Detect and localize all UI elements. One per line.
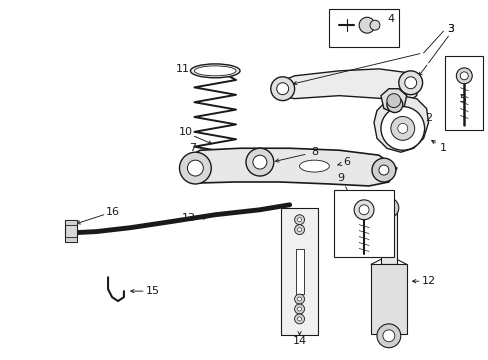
- Circle shape: [404, 77, 416, 89]
- Polygon shape: [380, 89, 406, 113]
- Text: 3: 3: [446, 24, 453, 34]
- Text: 14: 14: [292, 336, 306, 346]
- Bar: [295, 249, 303, 294]
- Polygon shape: [277, 69, 418, 103]
- Polygon shape: [185, 148, 396, 186]
- Text: 3: 3: [446, 24, 453, 34]
- Circle shape: [380, 107, 424, 150]
- Circle shape: [179, 152, 211, 184]
- Circle shape: [358, 17, 374, 33]
- Bar: [65, 220, 77, 225]
- Circle shape: [398, 71, 422, 95]
- Text: 9: 9: [337, 173, 344, 183]
- Bar: [328, 9, 398, 47]
- Text: 13: 13: [181, 213, 195, 223]
- Circle shape: [459, 72, 468, 80]
- Text: 16: 16: [106, 207, 120, 217]
- Bar: [65, 237, 77, 242]
- Circle shape: [294, 304, 304, 314]
- Circle shape: [294, 314, 304, 324]
- Circle shape: [371, 158, 395, 182]
- Text: 11: 11: [175, 64, 189, 74]
- Text: 12: 12: [421, 276, 435, 286]
- Ellipse shape: [299, 160, 328, 172]
- Circle shape: [252, 155, 266, 169]
- Text: 6: 6: [343, 157, 350, 167]
- Circle shape: [378, 165, 388, 175]
- Bar: [370, 264, 406, 334]
- Text: 15: 15: [145, 286, 160, 296]
- Text: 2: 2: [424, 113, 431, 123]
- Circle shape: [297, 218, 301, 222]
- Bar: [334, 190, 393, 257]
- Circle shape: [297, 297, 301, 301]
- Bar: [280, 208, 318, 335]
- Circle shape: [382, 330, 394, 342]
- Bar: [445, 56, 482, 130]
- Ellipse shape: [190, 64, 240, 78]
- Circle shape: [276, 83, 288, 95]
- Circle shape: [397, 123, 407, 133]
- Circle shape: [297, 317, 301, 321]
- Circle shape: [245, 148, 273, 176]
- Text: 5: 5: [458, 94, 465, 104]
- Circle shape: [294, 225, 304, 235]
- Bar: [65, 220, 77, 242]
- Text: 10: 10: [178, 127, 192, 138]
- Circle shape: [187, 160, 203, 176]
- Circle shape: [378, 198, 398, 218]
- Bar: [380, 210, 396, 264]
- Circle shape: [297, 307, 301, 311]
- Circle shape: [390, 117, 414, 140]
- Circle shape: [386, 94, 400, 108]
- Text: 1: 1: [439, 143, 446, 153]
- Circle shape: [294, 215, 304, 225]
- Text: 7: 7: [188, 143, 196, 153]
- Circle shape: [270, 77, 294, 100]
- Text: 8: 8: [310, 147, 317, 157]
- Ellipse shape: [194, 66, 236, 76]
- Circle shape: [358, 205, 368, 215]
- Circle shape: [376, 324, 400, 348]
- Circle shape: [369, 20, 379, 30]
- Circle shape: [297, 228, 301, 231]
- Polygon shape: [373, 96, 427, 152]
- Circle shape: [294, 294, 304, 304]
- Circle shape: [455, 68, 471, 84]
- Text: 4: 4: [386, 14, 394, 24]
- Circle shape: [353, 200, 373, 220]
- Circle shape: [386, 96, 402, 113]
